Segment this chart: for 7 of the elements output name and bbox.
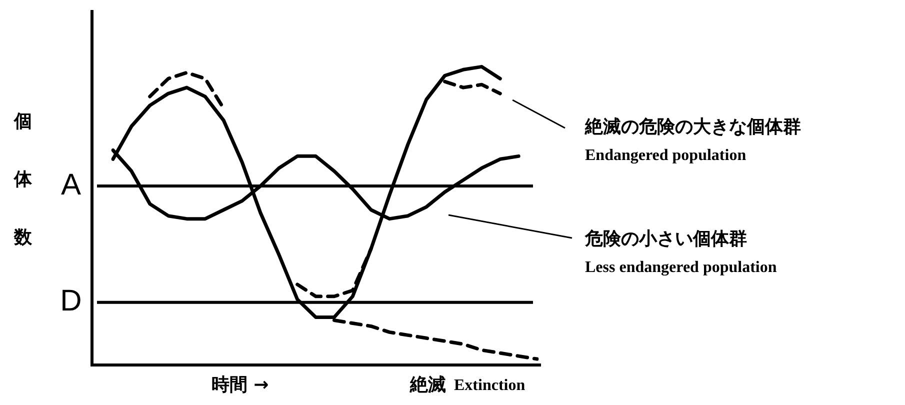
text: 危険の小さい個体群 Less endangered population	[584, 228, 777, 276]
ref-line-label: A	[60, 168, 82, 202]
text: 絶滅の危険の大きな個体群 Endangered population	[584, 116, 801, 164]
x-axis-title: 時間 →	[211, 374, 269, 396]
y-axis-title: 個体数	[11, 98, 34, 272]
text: 絶滅 Extinction	[409, 374, 526, 396]
ref-line-label: D	[60, 284, 82, 318]
